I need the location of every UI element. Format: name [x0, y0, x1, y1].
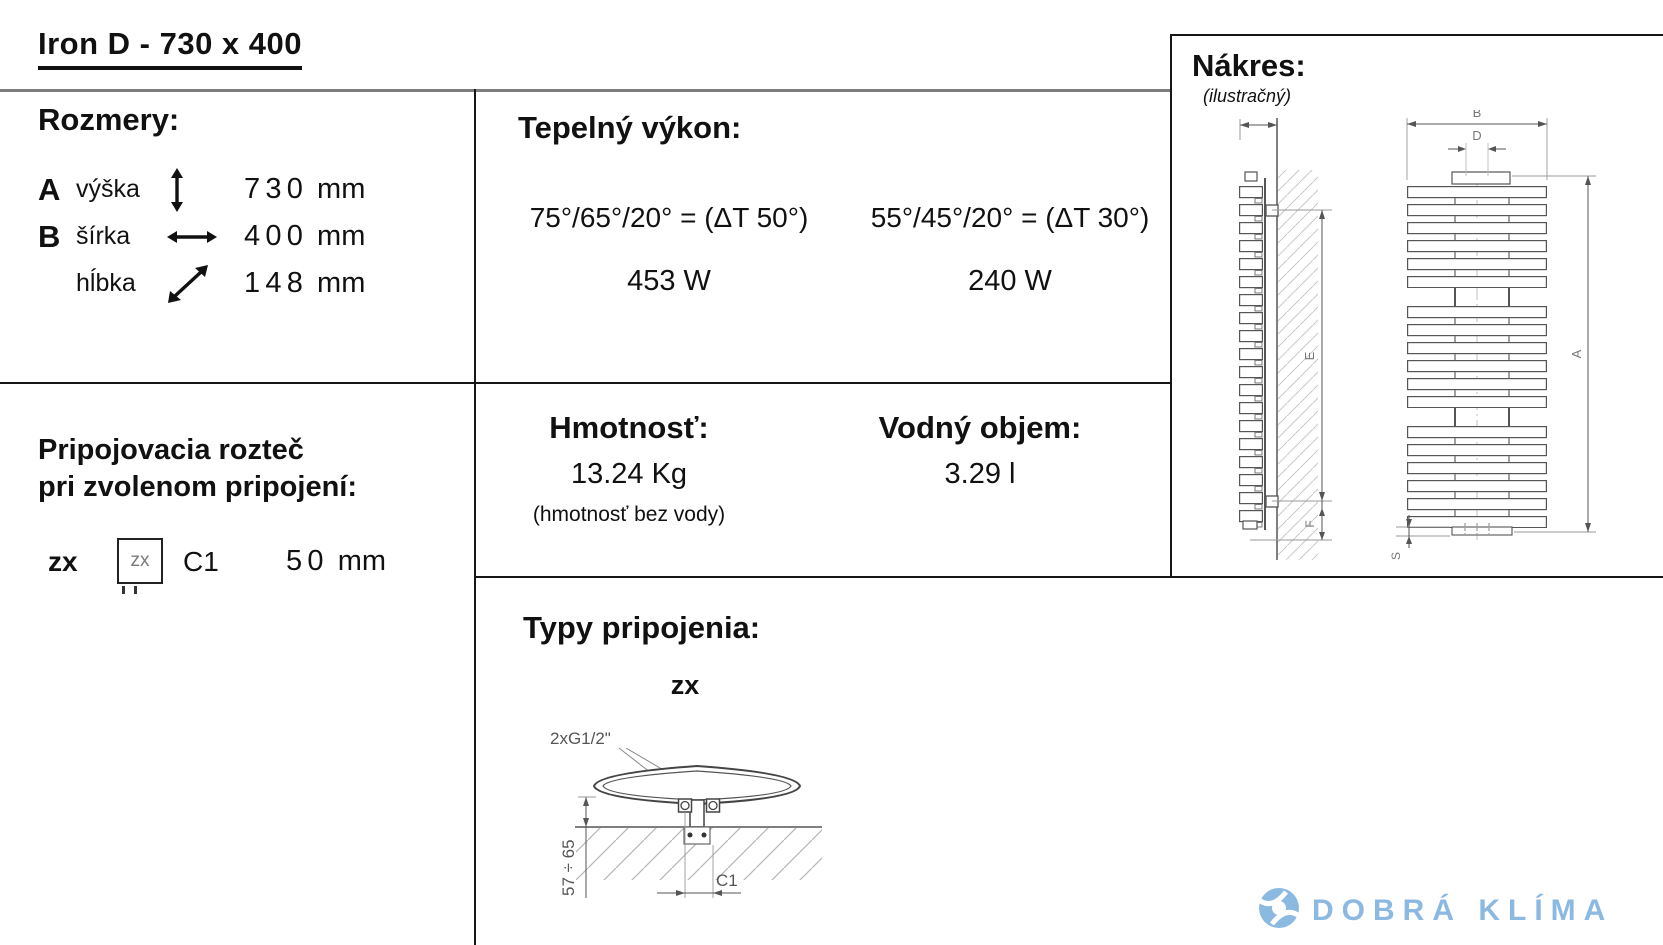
hmotnost-heading: Hmotnosť: — [549, 410, 709, 445]
connection-type-icon: zx — [117, 538, 163, 584]
hmotnost-value: 13.24 Kg — [570, 458, 688, 490]
front-bar-group — [1407, 306, 1547, 408]
dimension-row-width: B šírka 400 mm — [38, 213, 458, 260]
diagonal-double-arrow-icon — [166, 263, 244, 305]
dobra-klima-logo: DOBRÁ KLÍMA — [1257, 888, 1613, 928]
dimension-value: 730 — [244, 173, 309, 205]
zx-connection-drawing: 2xG1/2" 57 ÷ 65 C1 — [550, 729, 822, 898]
front-bottom-bracket — [1451, 526, 1513, 536]
vertical-double-arrow-icon — [166, 167, 244, 213]
hmotnost-note: (hmotnosť bez vody) — [532, 503, 726, 526]
pripojovacia-heading-line2: pri zvolenom pripojení: — [38, 471, 358, 503]
vertical-divider-line — [474, 89, 476, 945]
delta-t50-formula: 75°/65°/20° = (ΔT 50°) — [529, 202, 809, 233]
connection-spacing-value: 50 mm — [286, 545, 386, 578]
tepelny-vykon-heading: Tepelný výkon: — [518, 110, 742, 145]
nakres-subheading: (ilustračný) — [1203, 86, 1292, 106]
pripojovacia-heading: Pripojovacia rozteč pri zvolenom pripoje… — [38, 432, 357, 506]
dimension-value: 148 — [244, 267, 309, 299]
dimension-row-height: A výška 730 mm — [38, 166, 458, 213]
wall-bracket-top — [1265, 204, 1279, 217]
delta-t30-formula: 55°/45°/20° = (ΔT 30°) — [870, 202, 1150, 233]
logo-swirl-icon — [1257, 888, 1301, 928]
nakres-heading: Nákres: — [1192, 48, 1306, 83]
dim-label-s: S — [1389, 552, 1403, 560]
horizontal-double-arrow-icon — [166, 226, 244, 248]
connection-tick-icon — [122, 586, 125, 594]
dimension-label: hĺbka — [76, 269, 136, 297]
logo-text: DOBRÁ KLÍMA — [1312, 893, 1613, 927]
front-top-hanger — [1451, 171, 1511, 185]
side-wall-hatching — [1278, 170, 1318, 560]
delta-t50-watts: 453 W — [627, 265, 711, 297]
dimension-key: B — [38, 218, 61, 254]
dim-label-e: E — [1302, 351, 1317, 360]
wall-bracket-bottom — [1265, 495, 1279, 508]
thread-size-label: 2xG1/2" — [550, 729, 611, 748]
dimension-row-depth: hĺbka 148 mm — [38, 260, 458, 307]
connection-tick-icon — [134, 586, 137, 594]
connection-code: C1 — [183, 546, 219, 577]
connection-spacing-number: 50 — [286, 545, 329, 577]
dim-label-a: A — [1569, 349, 1584, 358]
dimension-value: 400 — [244, 220, 309, 252]
middle-divider-line — [0, 382, 1170, 384]
nakres-drawing: E F B D — [1239, 110, 1596, 560]
rozmery-heading: Rozmery: — [38, 102, 180, 137]
top-divider-line — [0, 89, 1170, 92]
dimension-unit: mm — [317, 220, 366, 252]
side-view-bars — [1239, 186, 1263, 528]
page-title: Iron D - 730 x 400 — [38, 26, 303, 70]
dimension-label: výška — [76, 175, 140, 203]
mount-height-label: 57 ÷ 65 — [559, 839, 578, 896]
front-bar-group — [1407, 186, 1547, 288]
dimension-unit: mm — [317, 267, 366, 299]
delta-t30-watts: 240 W — [968, 265, 1052, 297]
typy-pripojenia-type-label: zx — [670, 670, 700, 700]
lower-divider-line — [474, 576, 1663, 578]
dimension-label: šírka — [76, 222, 131, 250]
connection-spacing-unit: mm — [337, 545, 387, 577]
dim-label-b: B — [1473, 110, 1482, 120]
pripojovacia-heading-line1: Pripojovacia rozteč — [38, 434, 304, 466]
connection-type-label: zx — [48, 546, 78, 577]
connection-type-icon-label: zx — [130, 550, 150, 571]
dim-label-d: D — [1472, 128, 1481, 143]
dimension-unit: mm — [317, 173, 366, 205]
c1-spacing-label: C1 — [716, 871, 738, 890]
vodny-objem-heading: Vodný objem: — [878, 410, 1082, 445]
front-bar-group — [1407, 426, 1547, 528]
dim-label-f: F — [1303, 520, 1317, 527]
typy-pripojenia-heading: Typy pripojenia: — [523, 610, 761, 645]
radiator-profile-outline — [592, 764, 802, 806]
vodny-objem-value: 3.29 l — [944, 458, 1016, 490]
dimension-key: A — [38, 171, 61, 207]
